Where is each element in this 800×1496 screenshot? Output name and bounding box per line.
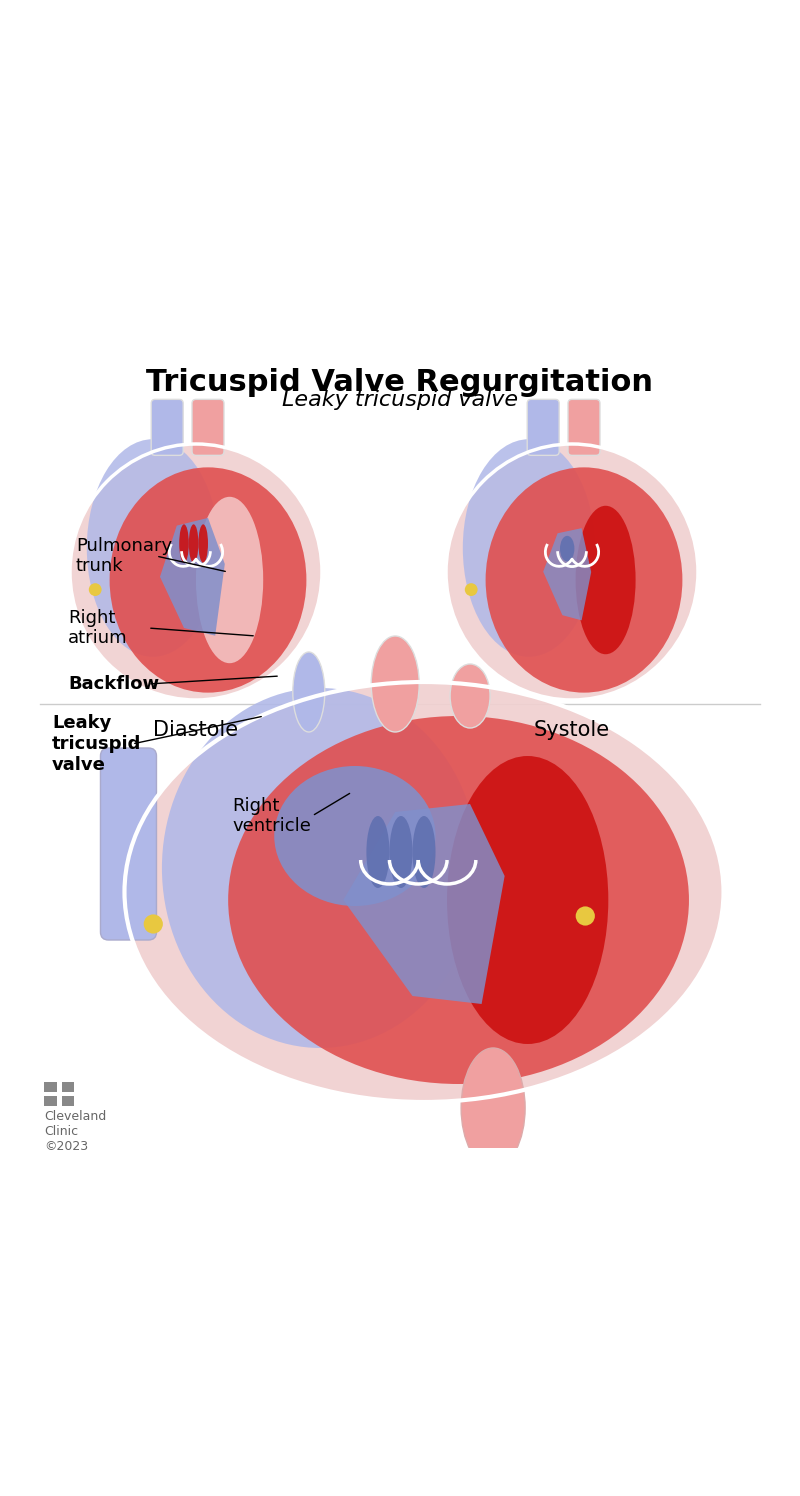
FancyBboxPatch shape [44, 1082, 57, 1092]
Ellipse shape [125, 682, 723, 1103]
Ellipse shape [228, 717, 689, 1085]
FancyBboxPatch shape [62, 1082, 74, 1092]
Ellipse shape [446, 444, 698, 700]
Ellipse shape [461, 1049, 525, 1168]
Ellipse shape [274, 766, 435, 907]
Polygon shape [343, 803, 505, 1004]
Polygon shape [543, 528, 591, 621]
Text: Cleveland
Clinic
©2023: Cleveland Clinic ©2023 [44, 1110, 106, 1153]
Ellipse shape [390, 815, 413, 889]
Ellipse shape [366, 815, 390, 889]
Ellipse shape [293, 652, 325, 732]
Ellipse shape [162, 688, 478, 1049]
Ellipse shape [462, 440, 594, 657]
FancyBboxPatch shape [62, 1097, 74, 1107]
Text: Backflow: Backflow [68, 675, 159, 693]
Text: Right
ventricle: Right ventricle [232, 796, 311, 835]
Text: Right
atrium: Right atrium [68, 609, 128, 648]
FancyBboxPatch shape [527, 399, 559, 455]
Text: Systole: Systole [534, 720, 610, 741]
Ellipse shape [110, 467, 306, 693]
Ellipse shape [371, 636, 419, 732]
Circle shape [576, 907, 595, 926]
Text: Tricuspid Valve Regurgitation: Tricuspid Valve Regurgitation [146, 368, 654, 396]
Polygon shape [160, 518, 225, 636]
Ellipse shape [486, 467, 682, 693]
Ellipse shape [576, 506, 636, 654]
Ellipse shape [450, 664, 490, 729]
Circle shape [144, 914, 163, 934]
Ellipse shape [87, 440, 219, 657]
Ellipse shape [198, 524, 208, 562]
Circle shape [465, 583, 478, 595]
Ellipse shape [179, 524, 189, 562]
Ellipse shape [196, 497, 263, 663]
FancyBboxPatch shape [101, 748, 157, 939]
FancyBboxPatch shape [151, 399, 183, 455]
FancyBboxPatch shape [44, 1097, 57, 1107]
Ellipse shape [447, 755, 608, 1044]
Ellipse shape [189, 524, 198, 562]
Text: Diastole: Diastole [154, 720, 238, 741]
Ellipse shape [70, 444, 322, 700]
Circle shape [89, 583, 102, 595]
Text: Pulmonary
trunk: Pulmonary trunk [76, 537, 172, 576]
Ellipse shape [560, 536, 574, 561]
FancyBboxPatch shape [192, 399, 224, 455]
Ellipse shape [413, 815, 435, 889]
Text: Leaky
tricuspid
valve: Leaky tricuspid valve [52, 714, 142, 773]
Text: Leaky tricuspid valve: Leaky tricuspid valve [282, 389, 518, 410]
FancyBboxPatch shape [568, 399, 600, 455]
